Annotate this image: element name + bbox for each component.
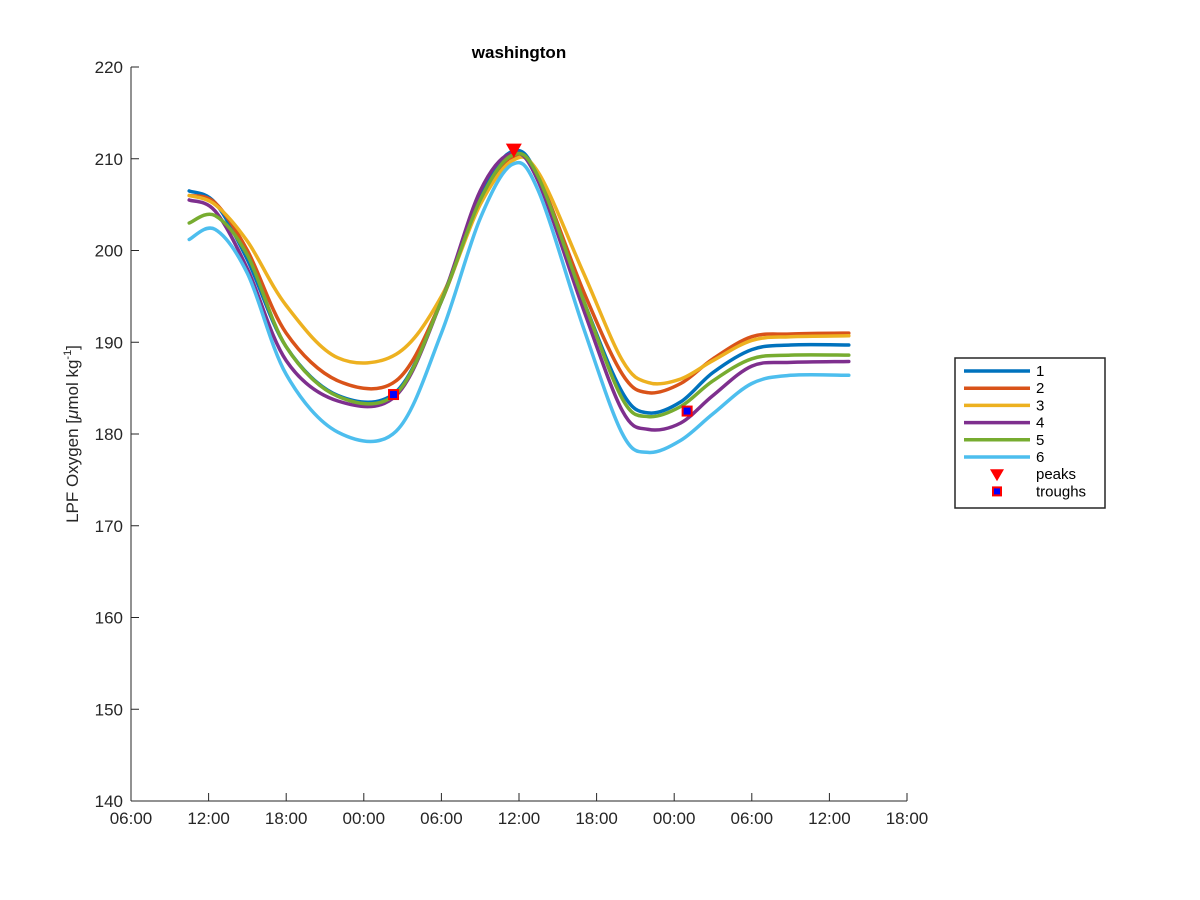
legend-label-5: 5	[1036, 432, 1044, 449]
legend-label-peaks: peaks	[1036, 466, 1076, 483]
y-tick-label: 140	[95, 792, 123, 811]
svg-text:LPF Oxygen [μmol kg-1]: LPF Oxygen [μmol kg-1]	[62, 345, 82, 523]
series-line-6	[187, 160, 851, 455]
y-axis-label: LPF Oxygen [μmol kg-1]	[62, 345, 82, 523]
markers	[388, 143, 693, 417]
axes: 06:00 12:00 18:00 00:00 06:00 12:00 18:00 00:00…	[95, 58, 929, 828]
y-tick-label: 180	[95, 425, 123, 444]
legend-label-2: 2	[1036, 380, 1044, 397]
y-tick-label: 160	[95, 609, 123, 628]
series-line-4	[187, 151, 851, 432]
legend-label-3: 3	[1036, 397, 1044, 414]
x-tick-label: 00:00	[653, 809, 696, 828]
series-line-2	[187, 153, 851, 395]
x-tick-label: 18:00	[265, 809, 308, 828]
x-tick-label: 12:00	[498, 809, 541, 828]
x-tick-label: 18:00	[886, 809, 929, 828]
legend-troughs-marker	[992, 486, 1002, 497]
series-line-1	[187, 148, 851, 415]
chart-title: washington	[471, 43, 566, 62]
y-tick-label: 220	[95, 58, 123, 77]
legend-peaks-marker	[990, 469, 1004, 482]
series-line-5	[187, 151, 851, 419]
legend-label-troughs: troughs	[1036, 483, 1086, 500]
y-tick-label: 170	[95, 517, 123, 536]
trough-marker	[681, 405, 693, 417]
y-tick-label: 210	[95, 150, 123, 169]
x-tick-label: 06:00	[110, 809, 153, 828]
x-tick-label: 06:00	[420, 809, 463, 828]
y-tick-label: 190	[95, 333, 123, 352]
x-tick-label: 18:00	[575, 809, 618, 828]
y-tick-label: 150	[95, 700, 123, 719]
legend-label-6: 6	[1036, 449, 1044, 466]
legend-label-1: 1	[1036, 363, 1044, 380]
legend-box	[954, 357, 1106, 509]
y-tick-label: 200	[95, 242, 123, 261]
series-lines	[187, 148, 851, 455]
x-tick-label: 12:00	[187, 809, 230, 828]
legend-label-4: 4	[1036, 415, 1044, 432]
peak-marker	[505, 143, 522, 158]
x-tick-label: 06:00	[731, 809, 774, 828]
x-tick-label: 12:00	[808, 809, 851, 828]
x-tick-label: 00:00	[343, 809, 386, 828]
trough-marker	[388, 389, 400, 401]
